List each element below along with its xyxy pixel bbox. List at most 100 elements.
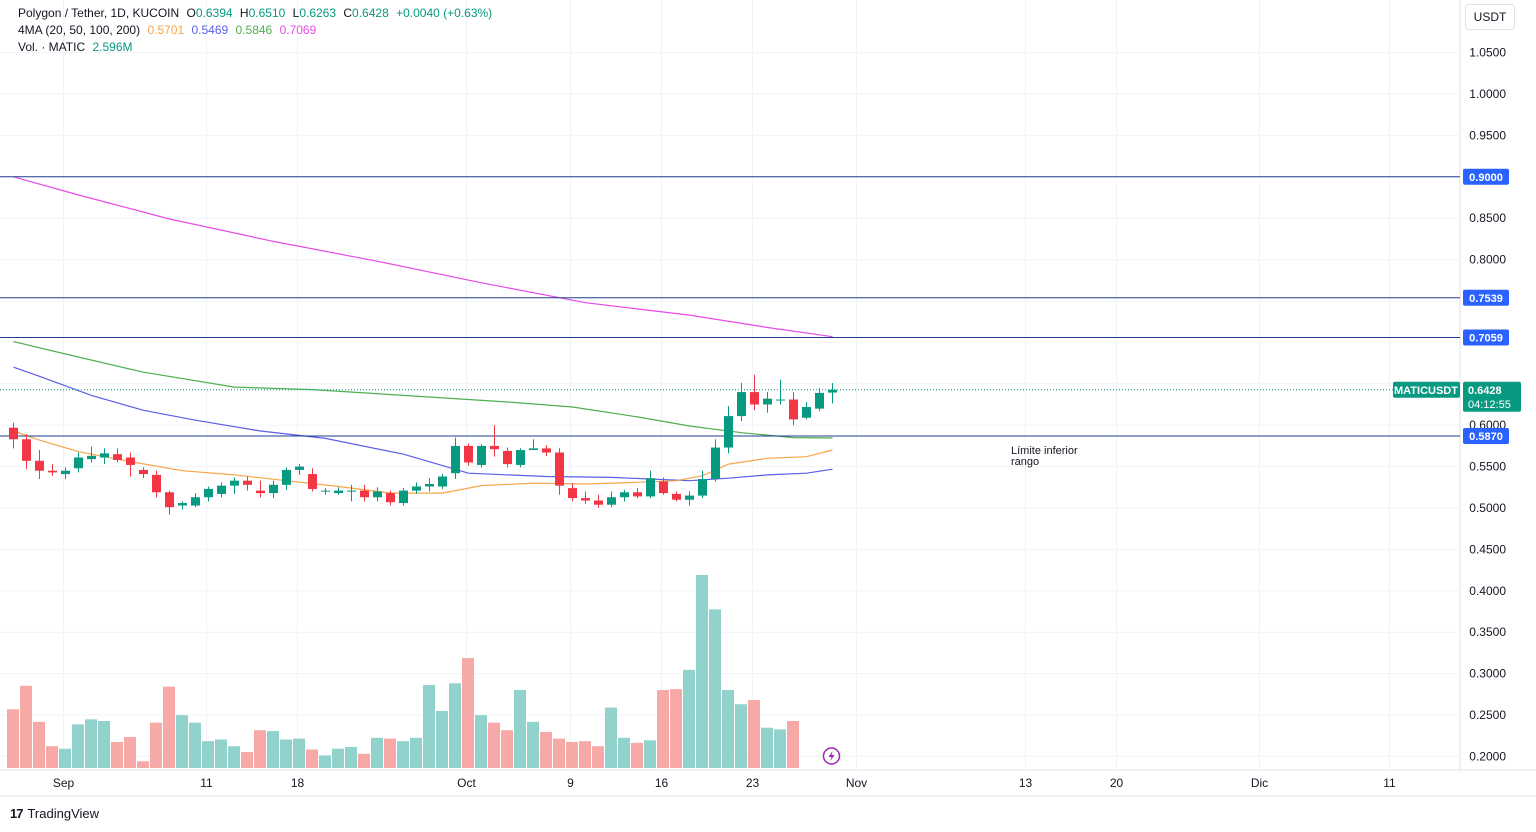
- time-tick-label: 11: [200, 776, 213, 790]
- price-tick-label: 0.2000: [1469, 749, 1506, 763]
- candle-body: [321, 490, 330, 492]
- legend-vol-label: Vol. · MATIC: [18, 40, 86, 54]
- range-annotation: Límite inferior rango: [1011, 446, 1078, 468]
- candle-body: [204, 488, 213, 498]
- price-tick-label: 0.4500: [1469, 542, 1506, 556]
- price-tick-label: 0.8000: [1469, 253, 1506, 267]
- candle-body: [191, 497, 200, 506]
- candle-body: [529, 448, 538, 451]
- candle-body: [815, 392, 824, 409]
- countdown-label: 04:12:55: [1468, 399, 1511, 411]
- time-tick-label: Dic: [1251, 776, 1268, 790]
- volume-bar: [137, 761, 149, 768]
- time-tick-label: Nov: [846, 776, 867, 790]
- volume-bar: [631, 742, 643, 768]
- volume-bar: [527, 721, 539, 768]
- candle-body: [295, 466, 304, 470]
- volume-bar: [228, 746, 240, 768]
- price-tick-label: 0.5000: [1469, 501, 1506, 515]
- candle-body: [633, 492, 642, 497]
- volume-bar: [345, 747, 357, 768]
- price-tick-label: 0.9500: [1469, 128, 1506, 142]
- volume-bar: [449, 683, 461, 768]
- symbol-tag-label: MATICUSDT: [1394, 385, 1458, 397]
- candle-body: [412, 486, 421, 491]
- volume-bar: [59, 748, 71, 768]
- legend-low-label: L: [292, 6, 300, 20]
- candle-body: [22, 439, 31, 461]
- level-price-tag: [1463, 427, 1509, 444]
- candle-body: [217, 485, 226, 494]
- legend-open-label: O: [186, 6, 196, 20]
- time-tick-label: 23: [746, 776, 760, 790]
- volume-bar: [735, 704, 747, 768]
- volume-bar: [215, 739, 227, 768]
- candle-body: [594, 500, 603, 505]
- candle-body: [659, 481, 668, 494]
- currency-button[interactable]: USDT: [1465, 4, 1515, 30]
- volume-bar: [384, 738, 396, 768]
- ma200-line: [13, 176, 833, 338]
- candle-body: [74, 457, 83, 469]
- volume-bar: [7, 709, 19, 768]
- candle-body: [282, 469, 291, 485]
- candle-body: [581, 498, 590, 501]
- volume-bar: [423, 684, 435, 768]
- price-tick-label: 0.5500: [1469, 460, 1506, 474]
- lightning-glyph: [828, 751, 835, 761]
- volume-bar: [761, 727, 773, 768]
- candle-body: [802, 406, 811, 418]
- volume-bar: [605, 707, 617, 768]
- candle-body: [698, 479, 707, 496]
- time-tick-label: Sep: [53, 776, 75, 790]
- volume-bar: [514, 689, 526, 768]
- volume-bar: [566, 741, 578, 768]
- candle-body: [152, 474, 161, 493]
- volume-bar: [254, 730, 266, 768]
- candle-body: [828, 389, 837, 393]
- volume-bar: [189, 722, 201, 768]
- legend-change: +0.0040 (+0.63%): [396, 6, 493, 20]
- candle-body: [555, 452, 564, 486]
- candle-body: [126, 457, 135, 465]
- legend-ma: 4MA (20, 50, 100, 200) 0.5701 0.5469 0.5…: [18, 22, 320, 39]
- candle-body: [61, 470, 70, 475]
- candle-body: [685, 495, 694, 500]
- symbol-tag: [1393, 381, 1460, 398]
- volume-bar: [150, 722, 162, 768]
- candle-body: [399, 490, 408, 504]
- volume-bar: [397, 741, 409, 768]
- price-tick-label: 0.3500: [1469, 625, 1506, 639]
- time-tick-label: 18: [291, 776, 305, 790]
- candle-body: [425, 483, 434, 487]
- candle-body: [269, 484, 278, 494]
- volume-bar: [98, 721, 110, 768]
- time-tick-label: 13: [1019, 776, 1033, 790]
- legend-close: 0.6428: [352, 6, 389, 20]
- volume-bar: [306, 749, 318, 768]
- level-price-tag: [1463, 329, 1509, 346]
- volume-bar: [722, 689, 734, 768]
- volume-bar: [267, 731, 279, 768]
- volume-bar: [683, 669, 695, 768]
- level-price-label: 0.9000: [1469, 172, 1503, 184]
- legend-ma100: 0.5846: [235, 23, 273, 37]
- candle-body: [711, 447, 720, 480]
- candle-body: [672, 493, 681, 500]
- candle-body: [178, 503, 187, 506]
- legend-ma50: 0.5469: [191, 23, 229, 37]
- level-price-tag: [1463, 289, 1509, 306]
- level-price-label: 0.7059: [1469, 333, 1503, 345]
- candle-body: [737, 392, 746, 417]
- tradingview-brand[interactable]: 17 TradingView: [10, 806, 99, 821]
- candle-body: [165, 492, 174, 508]
- volume-bar: [163, 686, 175, 768]
- legend-low: 0.6263: [299, 6, 337, 20]
- candle-body: [763, 398, 772, 405]
- candle-body: [464, 445, 473, 463]
- candle-body: [9, 427, 18, 440]
- volume-bar: [124, 736, 136, 768]
- legend-ohlc: Polygon / Tether, 1D, KUCOIN O0.6394 H0.…: [18, 5, 496, 22]
- annotation-line-2: rango: [1011, 456, 1040, 468]
